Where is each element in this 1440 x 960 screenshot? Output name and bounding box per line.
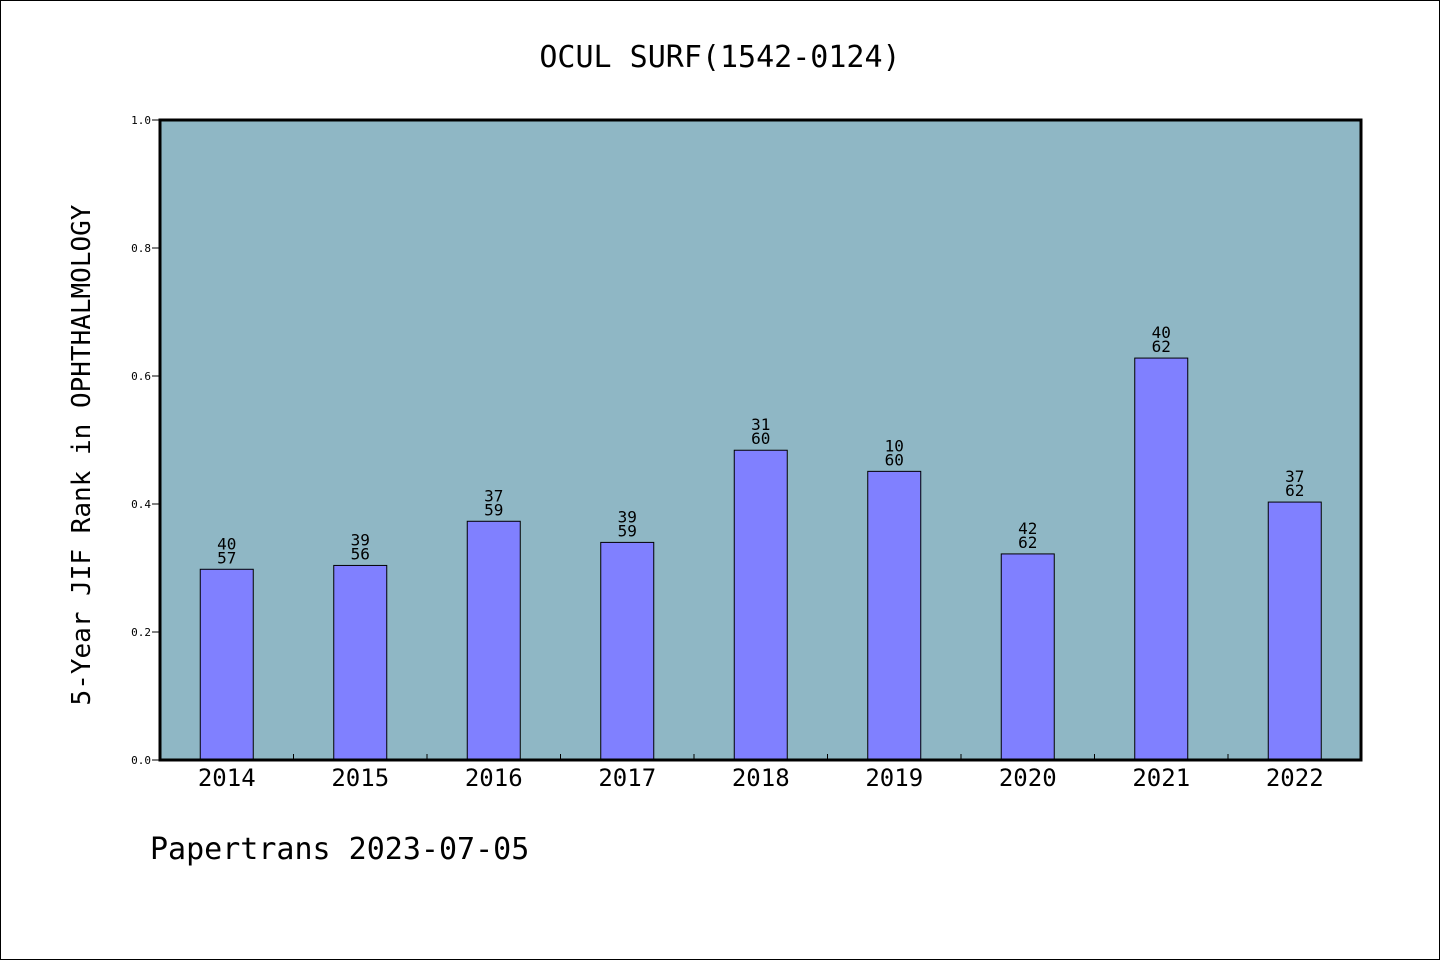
y-tick-label: 0.6 xyxy=(131,370,151,383)
bar-label-rank: 42 xyxy=(1018,519,1037,538)
footer-text: Papertrans 2023-07-05 xyxy=(150,832,530,867)
bar-label-total: 59 xyxy=(484,500,503,519)
y-tick-label: 0.4 xyxy=(131,498,151,511)
x-tick-label: 2020 xyxy=(999,764,1057,792)
x-tick-label: 2019 xyxy=(865,764,923,792)
x-tick-label: 2022 xyxy=(1266,764,1324,792)
y-tick-label: 1.0 xyxy=(131,114,151,127)
bar-label-total: 59 xyxy=(618,521,637,540)
x-tick-label: 2017 xyxy=(598,764,656,792)
x-axis-tick-labels: 2014 2015 2016 2017 2018 2019 2020 2021 2022 xyxy=(198,764,1324,792)
x-tick-label: 2014 xyxy=(198,764,256,792)
bar-2015 xyxy=(333,564,388,761)
bar-label-rank: 37 xyxy=(1285,467,1304,486)
plot-border xyxy=(158,118,1363,762)
bar-label-total: 60 xyxy=(751,429,770,448)
x-tick-label: 2015 xyxy=(331,764,389,792)
x-tick-label: 2021 xyxy=(1132,764,1190,792)
bar-label-rank: 31 xyxy=(751,415,770,434)
bar-label-total: 56 xyxy=(351,544,370,563)
chart-title: OCUL SURF(1542-0124) xyxy=(539,40,900,75)
bars xyxy=(199,357,1322,761)
bar-2022 xyxy=(1267,501,1322,761)
y-axis-ticks: 0.0 0.2 0.4 0.6 0.8 1.0 xyxy=(131,114,160,767)
bar-2014 xyxy=(199,568,254,761)
y-tick-label: 0.0 xyxy=(131,754,151,767)
bar-2021 xyxy=(1134,357,1189,761)
y-tick-label: 0.2 xyxy=(131,626,151,639)
bar-2020 xyxy=(1000,553,1055,761)
x-tick-label: 2016 xyxy=(465,764,523,792)
bar-label-total: 62 xyxy=(1152,337,1171,356)
y-tick-label: 0.8 xyxy=(131,242,151,255)
bar-label-total: 57 xyxy=(217,548,236,567)
bar-label-rank: 39 xyxy=(351,530,370,549)
bar-label-rank: 40 xyxy=(1152,323,1171,342)
bar-2016 xyxy=(466,520,521,761)
bar-label-rank: 10 xyxy=(885,436,904,455)
x-tick-label: 2018 xyxy=(732,764,790,792)
bar-label-rank: 39 xyxy=(618,507,637,526)
bar-label-rank: 37 xyxy=(484,486,503,505)
bar-2018 xyxy=(733,449,788,761)
y-axis-label: 5-Year JIF Rank in OPHTHALMOLOGY xyxy=(67,204,97,705)
bar-label-rank: 40 xyxy=(217,534,236,553)
bar-2019 xyxy=(867,470,922,761)
bar-2017 xyxy=(600,541,655,761)
bar-label-total: 62 xyxy=(1018,533,1037,552)
bar-label-total: 62 xyxy=(1285,481,1304,500)
bar-label-total: 60 xyxy=(885,450,904,469)
